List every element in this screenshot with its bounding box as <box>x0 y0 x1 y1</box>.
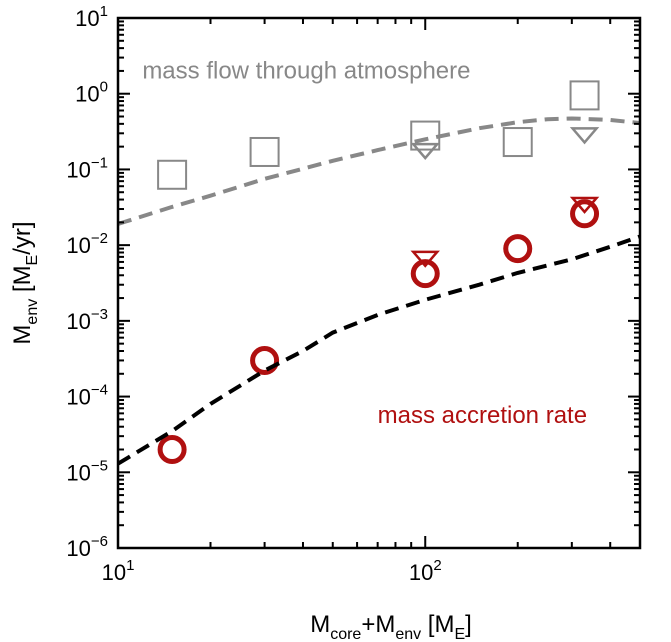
y-axis-label-sub: env <box>24 299 41 325</box>
plot-frame <box>116 16 642 550</box>
y-tick-label-0-base: 10 <box>66 536 90 561</box>
series-2-point-4 <box>570 199 600 229</box>
series-0-point-0 <box>157 159 188 190</box>
series-2-point-3 <box>503 234 533 264</box>
annotation-0: mass flow through atmosphere <box>142 57 470 84</box>
series-1-point-0 <box>410 142 440 161</box>
series-2-point-1 <box>250 345 280 375</box>
y-tick-label-7-exp: 1 <box>100 3 108 20</box>
y-tick-label-4-exp: −2 <box>91 230 108 247</box>
x-axis-label-end: ] <box>465 611 472 638</box>
y-tick-label-1-exp: −5 <box>91 457 108 474</box>
series-5-line <box>118 234 640 466</box>
y-tick-label-0-exp: −6 <box>91 533 108 550</box>
y-tick-label-2: 10−4 <box>66 382 108 410</box>
series-3-point-1 <box>569 196 600 214</box>
y-tick-label-4: 10−2 <box>66 230 108 258</box>
y-tick-label-6-base: 10 <box>75 82 99 107</box>
y-axis-label-end: /yr] <box>9 221 36 254</box>
y-tick-label-2-base: 10 <box>66 385 90 410</box>
x-tick-label-0-base: 10 <box>102 560 126 585</box>
series-2-point-2 <box>410 259 440 289</box>
x-tick-label-1-exp: 2 <box>433 557 441 574</box>
x-axis-label: Mcore+Menv [ME] <box>310 611 472 642</box>
y-tick-label-5: 10−1 <box>66 154 108 182</box>
y-tick-label-7: 101 <box>75 3 108 31</box>
x-axis-label-tail: [M <box>421 611 454 638</box>
y-tick-label-0: 10−6 <box>66 533 108 561</box>
y-tick-label-6: 100 <box>75 79 108 107</box>
chart-axes <box>116 16 642 550</box>
y-axis-label-tail: [M <box>9 265 36 298</box>
annotation-1: mass accretion rate <box>378 402 587 429</box>
y-tick-label-3: 10−3 <box>66 306 108 334</box>
x-tick-label-1: 102 <box>409 557 442 585</box>
chart-marks <box>118 80 640 466</box>
y-tick-label-1-base: 10 <box>66 460 90 485</box>
y-tick-label-4-base: 10 <box>66 233 90 258</box>
x-axis-label-sub2: env <box>395 626 421 642</box>
y-axis-label: Menv [ME/yr] <box>9 221 41 344</box>
y-tick-label-2-exp: −4 <box>91 382 108 399</box>
y-tick-label-1: 10−5 <box>66 457 108 485</box>
x-tick-label-0-exp: 1 <box>126 557 134 574</box>
x-tick-label-0: 101 <box>102 557 135 585</box>
series-0-point-3 <box>502 127 533 158</box>
x-axis-label-sub: core <box>330 626 361 642</box>
y-tick-label-5-base: 10 <box>66 157 90 182</box>
y-tick-label-5-exp: −1 <box>91 154 108 171</box>
y-tick-label-3-exp: −3 <box>91 306 108 323</box>
y-tick-label-6-exp: 0 <box>100 79 108 96</box>
y-axis-label-base: M <box>9 325 36 345</box>
series-3-point-0 <box>410 250 440 268</box>
y-axis-label-sub2: E <box>24 255 41 266</box>
x-axis-label-mid: +M <box>361 611 395 638</box>
series-0-point-4 <box>569 80 600 111</box>
series-1-point-1 <box>569 127 600 145</box>
series-4-line <box>118 116 640 226</box>
x-axis-label-base: M <box>310 611 330 638</box>
y-tick-label-7-base: 10 <box>75 6 99 31</box>
y-tick-label-3-base: 10 <box>66 309 90 334</box>
series-0-point-1 <box>249 136 280 167</box>
x-axis-label-sub3: E <box>454 626 465 642</box>
x-tick-label-1-base: 10 <box>409 560 433 585</box>
series-2-point-0 <box>157 434 187 464</box>
